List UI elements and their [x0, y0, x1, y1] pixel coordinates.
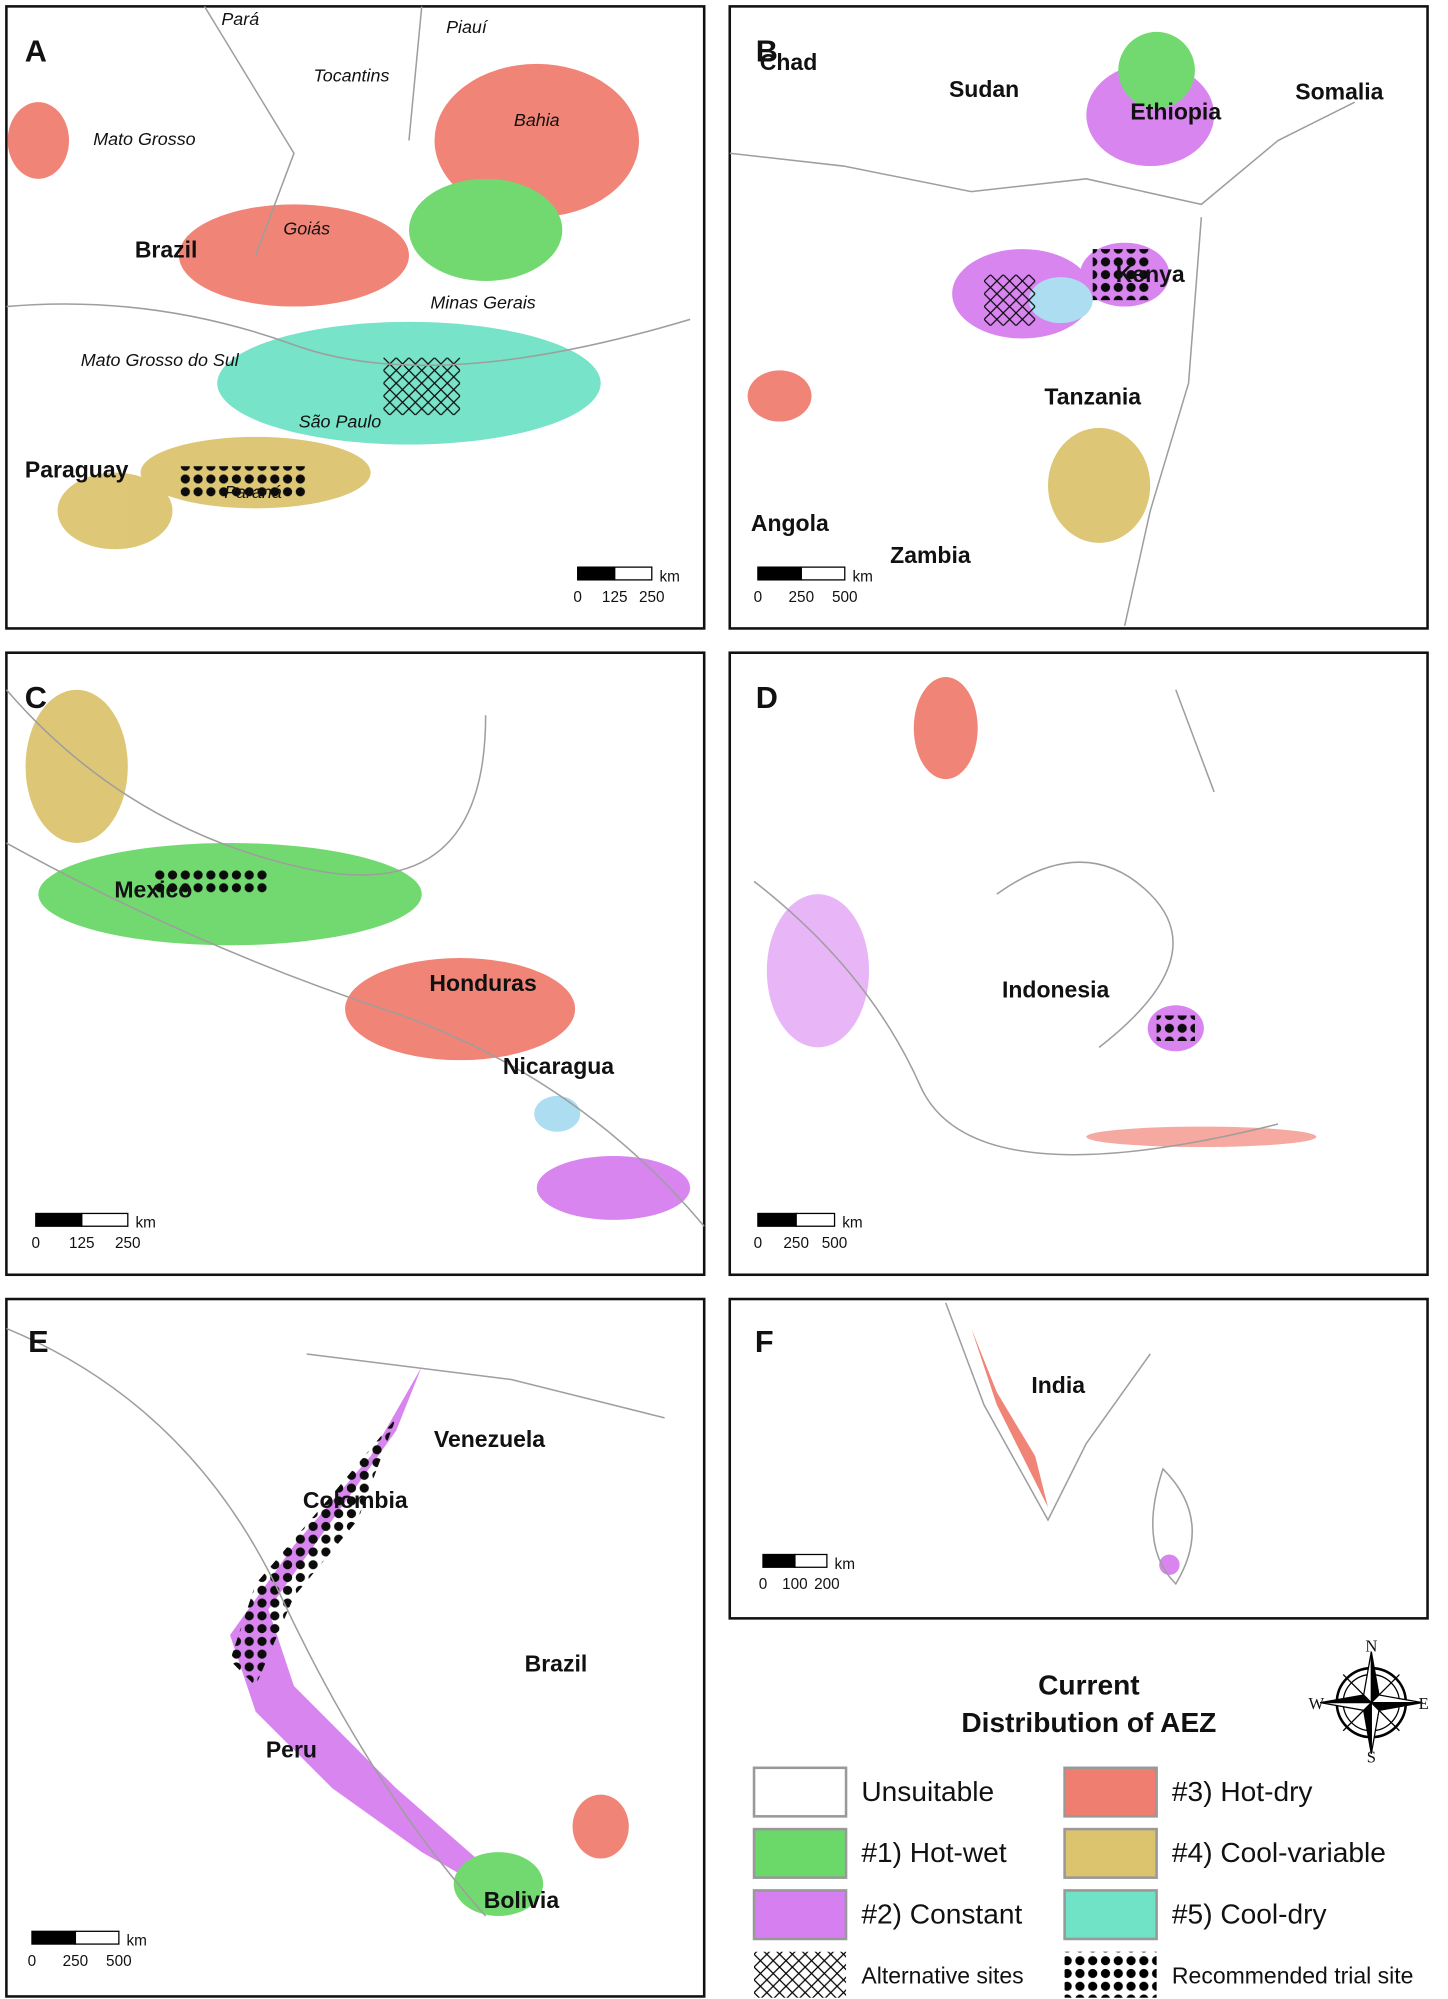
legend-title: Current — [1038, 1670, 1140, 1701]
legend-swatch — [752, 1827, 848, 1879]
scale-tick-label: 250 — [639, 589, 665, 606]
place-label: Mato Grosso do Sul — [81, 350, 240, 370]
place-label: Venezuela — [434, 1426, 545, 1452]
place-label: Angola — [751, 510, 829, 536]
scale-bar — [757, 1212, 797, 1227]
place-label: Nicaragua — [503, 1053, 614, 1079]
legend-swatch — [754, 1951, 847, 1998]
map-regions — [5, 5, 1356, 1917]
scale-tick-label: 0 — [28, 1953, 37, 1970]
scale-tick-label: 250 — [783, 1235, 809, 1252]
scale-tick-label: 250 — [115, 1235, 141, 1252]
scale-tick-label: 0 — [573, 589, 582, 606]
scale-unit: km — [835, 1556, 855, 1573]
scale-bar — [757, 566, 802, 581]
compass-letter: E — [1419, 1694, 1429, 1713]
compass-letter: S — [1367, 1748, 1376, 1767]
place-label: Zambia — [890, 542, 971, 568]
place-label: Kenya — [1116, 261, 1185, 287]
panel-frames — [5, 5, 1429, 1998]
scale-bar — [795, 1212, 836, 1227]
panel-letter: D — [756, 681, 778, 715]
place-label: India — [1031, 1372, 1085, 1398]
panel-letter: E — [28, 1325, 48, 1359]
scale-bar — [794, 1553, 828, 1568]
place-label: Ethiopia — [1130, 99, 1221, 125]
scale-tick-label: 0 — [754, 589, 763, 606]
scale-tick-label: 125 — [69, 1235, 95, 1252]
scale-tick-label: 500 — [106, 1953, 132, 1970]
legend-swatch — [1064, 1951, 1157, 1998]
legend-swatch — [1063, 1889, 1158, 1941]
compass-letter: N — [1365, 1637, 1377, 1656]
panel-letter: C — [25, 681, 47, 715]
scale-bar — [74, 1930, 120, 1945]
place-label: Bahia — [514, 110, 560, 130]
panel-letter: F — [755, 1325, 774, 1359]
place-label: Peru — [266, 1736, 317, 1762]
place-label: Colombia — [303, 1487, 408, 1513]
legend-label: Unsuitable — [861, 1776, 994, 1807]
place-label: Mato Grosso — [93, 129, 195, 149]
place-label: Bolivia — [484, 1887, 560, 1913]
scale-tick-label: 0 — [754, 1235, 763, 1252]
scale-tick-label: 250 — [63, 1953, 89, 1970]
panel-letter: A — [25, 35, 47, 69]
legend-label: #5) Cool-dry — [1172, 1898, 1327, 1929]
legend-swatch — [1063, 1827, 1158, 1879]
scale-bar — [614, 566, 653, 581]
place-label: Brazil — [135, 237, 198, 263]
place-label: Brazil — [525, 1651, 588, 1677]
place-label: Paraná — [224, 482, 282, 502]
legend-title: Distribution of AEZ — [961, 1707, 1216, 1738]
legend-label: #4) Cool-variable — [1172, 1837, 1386, 1868]
place-label: Pará — [221, 9, 259, 29]
place-label: São Paulo — [299, 412, 382, 432]
scale-bar — [762, 1553, 796, 1568]
scale-unit: km — [852, 568, 872, 585]
scale-bar — [800, 566, 846, 581]
scale-tick-label: 100 — [782, 1576, 808, 1593]
place-label: Sudan — [949, 76, 1019, 102]
scale-tick-label: 125 — [602, 589, 628, 606]
legend-label: #3) Hot-dry — [1172, 1776, 1313, 1807]
scale-unit: km — [135, 1215, 155, 1232]
scale-bar — [81, 1212, 129, 1227]
place-label: Honduras — [429, 970, 536, 996]
scale-unit: km — [659, 568, 679, 585]
scale-tick-label: 200 — [814, 1576, 840, 1593]
scale-unit: km — [127, 1933, 147, 1950]
legend-swatch — [752, 1889, 848, 1941]
legend-label: #2) Constant — [861, 1898, 1022, 1929]
scale-unit: km — [842, 1215, 862, 1232]
scale-tick-label: 250 — [789, 589, 815, 606]
place-label: Tocantins — [314, 65, 390, 85]
place-label: Tanzania — [1044, 384, 1141, 410]
scale-tick-label: 500 — [832, 589, 858, 606]
scale-bar — [31, 1930, 77, 1945]
legend-label: #1) Hot-wet — [861, 1837, 1006, 1868]
legend-swatch — [752, 1766, 848, 1818]
scale-tick-label: 500 — [822, 1235, 848, 1252]
place-label: Somalia — [1295, 78, 1383, 104]
legend-label: Alternative sites — [861, 1962, 1023, 1988]
place-label: Minas Gerais — [430, 293, 535, 313]
compass-letter: W — [1309, 1694, 1325, 1713]
legend-label: Recommended trial site — [1172, 1962, 1414, 1988]
panel-letter: B — [756, 35, 778, 69]
place-label: Mexico — [114, 877, 192, 903]
place-label: Goiás — [283, 219, 330, 239]
scale-tick-label: 0 — [759, 1576, 768, 1593]
place-label: Paraguay — [25, 456, 129, 482]
place-label: Chad — [760, 49, 817, 75]
compass — [1320, 1651, 1423, 1754]
scale-bar — [577, 566, 616, 581]
scale-tick-label: 0 — [32, 1235, 41, 1252]
place-label: Indonesia — [1002, 976, 1110, 1002]
legend-swatch — [1063, 1766, 1158, 1818]
scale-bar — [35, 1212, 83, 1227]
place-label: Piauí — [446, 17, 489, 37]
